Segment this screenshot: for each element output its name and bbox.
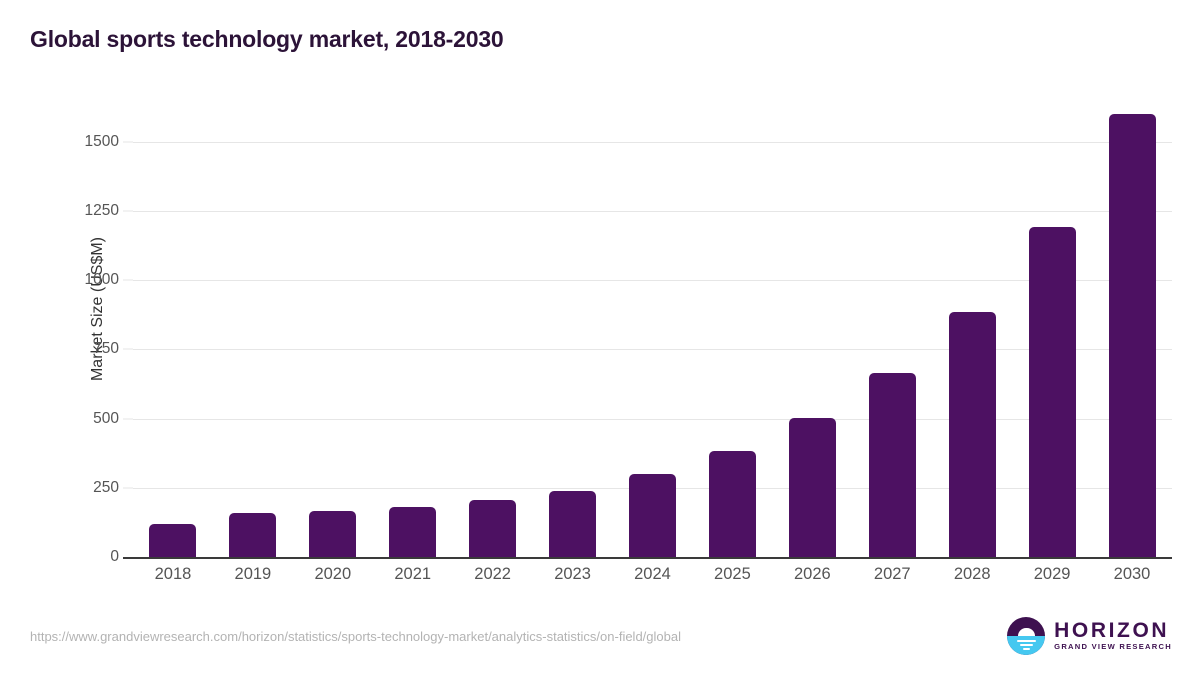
bar-2021[interactable] <box>389 507 437 557</box>
bar-2024[interactable] <box>628 474 676 557</box>
y-tick-label: 750 <box>93 340 119 358</box>
logo-text: HORIZON GRAND VIEW RESEARCH <box>1054 618 1172 653</box>
y-tick-label: 500 <box>93 409 119 427</box>
bar-group: 2027 <box>852 100 932 583</box>
page-title: Global sports technology market, 2018-20… <box>30 26 504 52</box>
bar-group: 2020 <box>293 100 373 583</box>
bar-2022[interactable] <box>469 500 517 557</box>
x-tick-label: 2029 <box>1033 565 1071 583</box>
bar-group: 2022 <box>453 100 533 583</box>
x-tick-label: 2024 <box>634 565 671 583</box>
bar-group: 2023 <box>533 100 613 583</box>
x-tick-label: 2028 <box>953 565 991 583</box>
horizon-sun-icon <box>1007 617 1046 655</box>
x-tick-label: 2025 <box>714 565 751 583</box>
x-tick-label: 2030 <box>1113 565 1151 583</box>
x-tick-label: 2026 <box>793 565 831 583</box>
x-tick-label: 2018 <box>154 565 192 583</box>
chart-canvas: Market Size (US$M) 0 250 500 750 1000 1250 150… <box>85 100 1172 583</box>
bar-group: 2024 <box>613 100 693 583</box>
bar-group: 2030 <box>1092 100 1172 583</box>
logo-subtitle: GRAND VIEW RESEARCH <box>1054 641 1172 651</box>
y-tick-label: 250 <box>93 478 119 496</box>
bar-group: 2028 <box>932 100 1012 583</box>
bar-group: 2018 <box>133 100 213 583</box>
bar-series: 2018 2019 2020 2021 2022 2023 2024 2025 2026 2027… <box>133 100 1172 583</box>
bar-2023[interactable] <box>549 490 597 557</box>
horizon-logo: HORIZON GRAND VIEW RESEARCH <box>1007 616 1172 656</box>
bar-2028[interactable] <box>948 312 996 557</box>
x-tick-label: 2019 <box>234 565 272 583</box>
y-tick-mark <box>123 141 133 143</box>
bar-2026[interactable] <box>788 417 836 557</box>
x-tick-label: 2027 <box>873 565 911 583</box>
y-tick-mark <box>123 279 133 281</box>
bar-2019[interactable] <box>229 512 277 557</box>
bar-group: 2026 <box>772 100 852 583</box>
y-tick-mark <box>123 418 133 419</box>
x-tick-label: 2020 <box>314 565 352 583</box>
bar-2020[interactable] <box>309 510 357 557</box>
x-tick-label: 2022 <box>474 565 511 583</box>
y-tick-label: 1000 <box>84 271 119 289</box>
source-url[interactable]: https://www.grandviewresearch.com/horizo… <box>30 629 681 644</box>
bar-2030[interactable] <box>1108 113 1156 557</box>
bar-2018[interactable] <box>149 523 197 557</box>
gridline <box>133 349 1172 351</box>
bar-group: 2025 <box>692 100 772 583</box>
bar-2027[interactable] <box>868 372 916 557</box>
x-tick-label: 2023 <box>554 565 591 583</box>
y-tick-label: 1500 <box>84 132 119 150</box>
bar-2029[interactable] <box>1028 227 1076 557</box>
y-tick-mark <box>123 487 133 489</box>
y-tick-mark <box>123 348 133 350</box>
bar-group: 2019 <box>213 100 293 583</box>
x-axis-line <box>123 557 1172 559</box>
x-tick-label: 2021 <box>394 565 432 583</box>
bar-2025[interactable] <box>708 450 756 557</box>
plot-area: 0 250 500 750 1000 1250 1500 2018 2019 2020 2021 20… <box>85 100 1172 583</box>
bar-group: 2029 <box>1012 100 1092 583</box>
gridline <box>133 280 1172 282</box>
gridline <box>133 210 1172 212</box>
y-tick-label: 0 <box>110 548 119 565</box>
bar-group: 2021 <box>373 100 453 583</box>
y-tick-label: 1250 <box>84 201 119 219</box>
gridline <box>133 418 1172 420</box>
y-tick-mark <box>123 210 133 212</box>
logo-wordmark: HORIZON <box>1054 618 1170 642</box>
gridline <box>133 141 1172 143</box>
